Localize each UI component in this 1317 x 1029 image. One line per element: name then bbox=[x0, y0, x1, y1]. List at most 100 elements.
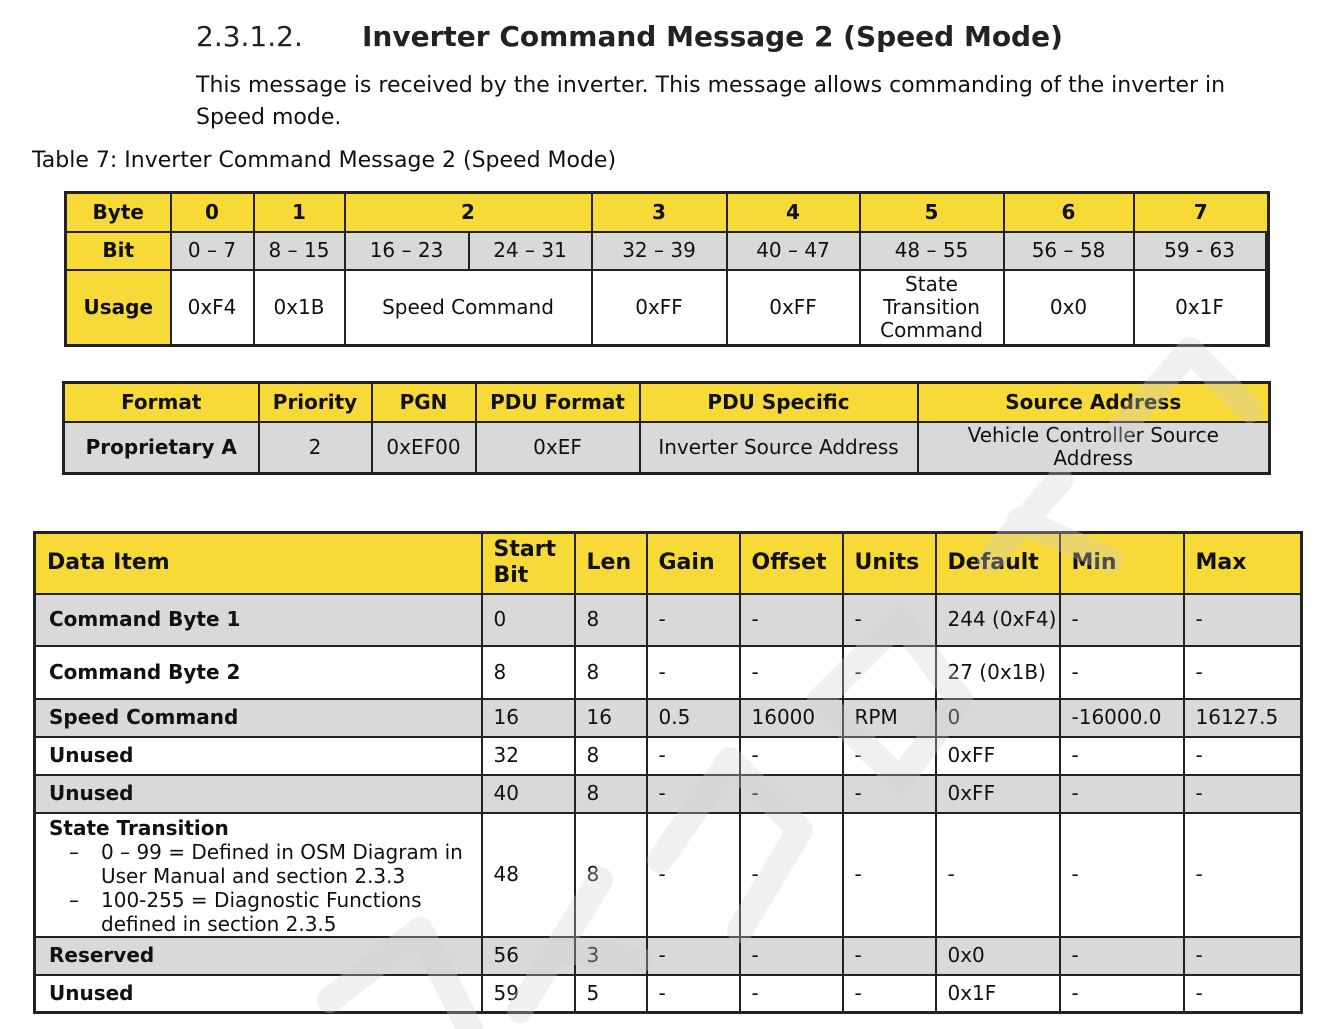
byte-cell: 0 bbox=[169, 191, 255, 233]
format-value: 2 bbox=[257, 420, 373, 475]
list-item-text: 0 – 99 = Defined in OSM Diagram in User … bbox=[101, 839, 463, 888]
byte-cell: 7 bbox=[1132, 191, 1270, 233]
max-cell: 16127.5 bbox=[1182, 697, 1303, 738]
len-cell: 8 bbox=[573, 773, 648, 814]
usage-cell: 0x1F bbox=[1132, 268, 1267, 347]
data-item-name: Unused bbox=[33, 773, 483, 814]
byte-cell: 6 bbox=[1002, 191, 1135, 233]
bit-cell: 56 – 58 bbox=[1002, 230, 1135, 271]
units-cell: - bbox=[841, 644, 937, 700]
max-cell: - bbox=[1182, 735, 1303, 776]
col-header-max: Max bbox=[1182, 531, 1303, 595]
start-bit-cell: 32 bbox=[480, 735, 576, 776]
state-transition-list: –0 – 99 = Defined in OSM Diagram in User… bbox=[49, 840, 481, 936]
min-cell: - bbox=[1058, 773, 1185, 814]
start-bit-cell: 8 bbox=[480, 644, 576, 700]
gain-cell: - bbox=[645, 735, 741, 776]
list-item: –0 – 99 = Defined in OSM Diagram in User… bbox=[49, 840, 481, 888]
byte-cell: 4 bbox=[725, 191, 861, 233]
data-item-name: Reserved bbox=[33, 935, 483, 976]
format-value: Vehicle Controller Source Address bbox=[916, 420, 1271, 475]
dash-bullet: – bbox=[69, 887, 79, 912]
default-cell: 0xFF bbox=[934, 735, 1061, 776]
units-cell: RPM bbox=[841, 697, 937, 738]
min-cell: - bbox=[1058, 935, 1185, 976]
units-cell: - bbox=[841, 973, 937, 1014]
usage-row-label: Usage bbox=[64, 268, 172, 347]
col-header-start-bit: Start Bit bbox=[480, 531, 576, 595]
col-header-min: Min bbox=[1058, 531, 1185, 595]
bit-cell: 59 - 63 bbox=[1132, 230, 1267, 271]
len-cell: 5 bbox=[573, 973, 648, 1014]
col-header-offset: Offset bbox=[738, 531, 844, 595]
default-cell: 0 bbox=[934, 697, 1061, 738]
byte-cell: 2 bbox=[343, 191, 593, 233]
format-value: 0xEF bbox=[474, 420, 641, 475]
start-bit-cell: 40 bbox=[480, 773, 576, 814]
len-cell: 3 bbox=[573, 935, 648, 976]
table-row: State Transition –0 – 99 = Defined in OS… bbox=[33, 811, 1303, 938]
min-cell: -16000.0 bbox=[1058, 697, 1185, 738]
gain-cell: 0.5 bbox=[645, 697, 741, 738]
default-cell: 244 (0xF4) bbox=[934, 592, 1061, 647]
table-row: Reserved 56 3 - - - 0x0 - - bbox=[33, 935, 1303, 976]
usage-cell: 0x0 bbox=[1002, 268, 1135, 347]
format-header: PDU Specific bbox=[638, 381, 919, 423]
bit-cell: 24 – 31 bbox=[467, 230, 593, 271]
start-bit-cell: 0 bbox=[480, 592, 576, 647]
data-item-table: Data Item Start Bit Len Gain Offset Unit… bbox=[33, 531, 1303, 1014]
col-header-data-item: Data Item bbox=[33, 531, 483, 595]
col-header-units: Units bbox=[841, 531, 937, 595]
data-item-name: Command Byte 1 bbox=[33, 592, 483, 647]
min-cell: - bbox=[1058, 592, 1185, 647]
gain-cell: - bbox=[645, 773, 741, 814]
table-row: Command Byte 1 0 8 - - - 244 (0xF4) - - bbox=[33, 592, 1303, 647]
table-row: Command Byte 2 8 8 - - - 27 (0x1B) - - bbox=[33, 644, 1303, 700]
max-cell: - bbox=[1182, 811, 1303, 938]
gain-cell: - bbox=[645, 973, 741, 1014]
units-cell: - bbox=[841, 935, 937, 976]
format-table: Format Priority PGN PDU Format PDU Speci… bbox=[62, 381, 1271, 475]
bit-cell: 48 – 55 bbox=[858, 230, 1005, 271]
list-item-text: 100-255 = Diagnostic Functions defined i… bbox=[101, 887, 422, 936]
offset-cell: - bbox=[738, 935, 844, 976]
start-bit-cell: 48 bbox=[480, 811, 576, 938]
format-header: Source Address bbox=[916, 381, 1271, 423]
usage-cell: State Transition Command bbox=[858, 268, 1005, 347]
bit-cell: 8 – 15 bbox=[252, 230, 346, 271]
dash-bullet: – bbox=[69, 839, 79, 864]
max-cell: - bbox=[1182, 773, 1303, 814]
gain-cell: - bbox=[645, 644, 741, 700]
min-cell: - bbox=[1058, 973, 1185, 1014]
table-row: Unused 59 5 - - - 0x1F - - bbox=[33, 973, 1303, 1014]
len-cell: 8 bbox=[573, 735, 648, 776]
col-header-default: Default bbox=[934, 531, 1061, 595]
col-header-gain: Gain bbox=[645, 531, 741, 595]
gain-cell: - bbox=[645, 592, 741, 647]
start-bit-cell: 56 bbox=[480, 935, 576, 976]
units-cell: - bbox=[841, 592, 937, 647]
format-header: Format bbox=[62, 381, 260, 423]
usage-cell: 0xFF bbox=[590, 268, 728, 347]
table-row: Unused 40 8 - - - 0xFF - - bbox=[33, 773, 1303, 814]
max-cell: - bbox=[1182, 973, 1303, 1014]
bit-cell: 32 – 39 bbox=[590, 230, 728, 271]
format-value: Inverter Source Address bbox=[638, 420, 919, 475]
data-item-name: Speed Command bbox=[33, 697, 483, 738]
max-cell: - bbox=[1182, 644, 1303, 700]
start-bit-cell: 16 bbox=[480, 697, 576, 738]
offset-cell: - bbox=[738, 592, 844, 647]
default-cell: 27 (0x1B) bbox=[934, 644, 1061, 700]
default-cell: - bbox=[934, 811, 1061, 938]
format-header: PDU Format bbox=[474, 381, 641, 423]
data-item-name: Command Byte 2 bbox=[33, 644, 483, 700]
offset-cell: - bbox=[738, 735, 844, 776]
offset-cell: 16000 bbox=[738, 697, 844, 738]
table-row: Unused 32 8 - - - 0xFF - - bbox=[33, 735, 1303, 776]
gain-cell: - bbox=[645, 935, 741, 976]
default-cell: 0xFF bbox=[934, 773, 1061, 814]
section-number: 2.3.1.2. bbox=[196, 20, 303, 53]
min-cell: - bbox=[1058, 644, 1185, 700]
len-cell: 8 bbox=[573, 592, 648, 647]
min-cell: - bbox=[1058, 811, 1185, 938]
